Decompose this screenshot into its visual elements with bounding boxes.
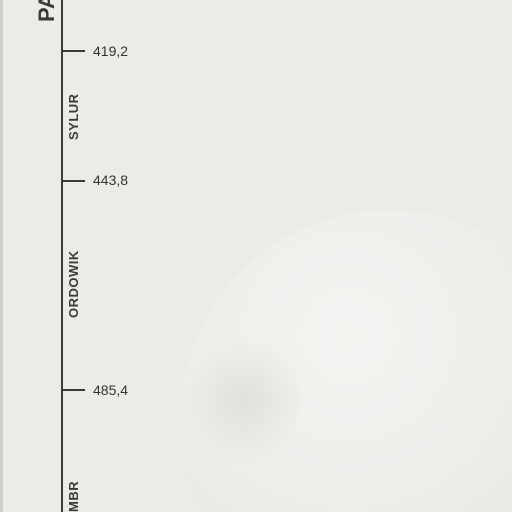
tick-mark-419 [63,50,85,52]
tick-label-443: 443,8 [93,172,129,188]
timeline-axis [61,0,63,512]
page-left-edge [0,0,3,512]
era-label: PA [34,0,59,22]
period-label-ordowik: ORDOWIK [66,250,81,318]
period-label-sylur: SYLUR [66,93,81,140]
tick-label-419: 419,2 [93,43,129,59]
tick-mark-485 [63,389,85,391]
tick-label-485: 485,4 [93,382,129,398]
background-sphere-shading [190,330,300,470]
period-label-kambr: MBR [66,480,81,512]
tick-mark-443 [63,180,85,182]
